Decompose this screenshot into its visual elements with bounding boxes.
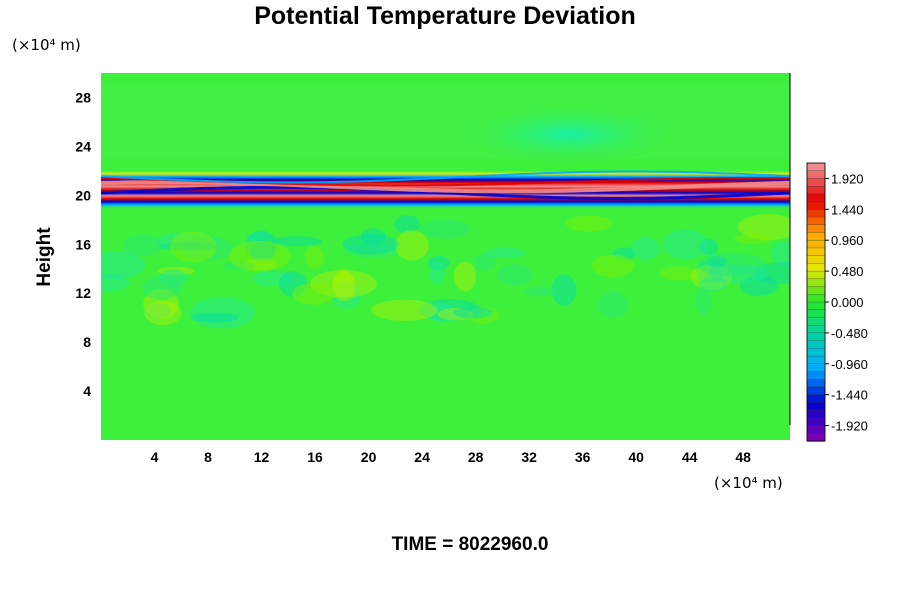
colorbar-segment [806, 409, 826, 419]
field-upper-patch [448, 102, 690, 166]
colorbar-label: 0.960 [831, 233, 864, 248]
colorbar-segment [806, 201, 826, 210]
colorbar-segment [806, 270, 826, 280]
field-upper-band [101, 85, 790, 159]
band-wave-1 [101, 180, 790, 194]
y-tick-4: 4 [83, 383, 91, 399]
y-tick-24: 24 [75, 138, 91, 154]
colorbar-segment [806, 178, 826, 187]
colorbar-segment [806, 433, 826, 442]
field-strong-band [101, 170, 790, 208]
colorbar-segment [806, 348, 826, 357]
y-tick-20: 20 [75, 187, 91, 203]
colorbar-segment [806, 170, 826, 180]
x-tick-16: 16 [307, 449, 323, 465]
x-tick-44: 44 [682, 449, 698, 465]
y-tick-labels: 4 8 12 16 20 24 28 [75, 89, 91, 399]
y-tick-12: 12 [75, 285, 91, 301]
colorbar-segment [806, 263, 826, 272]
colorbar-segment [806, 386, 826, 396]
x-tick-28: 28 [468, 449, 484, 465]
x-tick-4: 4 [151, 449, 159, 465]
y-tick-28: 28 [75, 89, 91, 105]
colorbar-label: 0.000 [831, 295, 864, 310]
colorbar: 1.920 1.440 0.960 0.480 0.000 -0.480 -0.960 -1.… [806, 162, 868, 442]
colorbar-segment [806, 325, 826, 334]
x-tick-40: 40 [628, 449, 644, 465]
colorbar-segment [806, 294, 826, 303]
x-tick-36: 36 [575, 449, 591, 465]
colorbar-segment [806, 162, 826, 172]
heatmap-plot-area [101, 73, 791, 440]
time-footer: TIME = 8022960.0 [392, 534, 549, 555]
colorbar-segment [806, 216, 826, 226]
colorbar-segment [806, 193, 826, 203]
x-tick-labels: 4 8 12 16 20 24 28 32 36 40 44 48 [151, 449, 752, 465]
y-tick-16: 16 [75, 236, 91, 252]
colorbar-segment [806, 394, 826, 404]
colorbar-segment [806, 224, 826, 234]
colorbar-segment [806, 379, 826, 388]
colorbar-segment [806, 425, 826, 434]
colorbar-segment [806, 278, 826, 288]
colorbar-label: -1.440 [831, 388, 868, 403]
x-tick-12: 12 [254, 449, 270, 465]
band-wave-0 [101, 185, 790, 200]
colorbar-segment [806, 340, 826, 349]
colorbar-segment [806, 402, 826, 411]
colorbar-segment [806, 209, 826, 218]
y-tick-8: 8 [83, 334, 91, 350]
colorbar-segment [806, 186, 826, 195]
colorbar-label: -0.480 [831, 326, 868, 341]
colorbar-segment [806, 286, 826, 295]
y-axis-label: Height [34, 227, 55, 287]
x-tick-48: 48 [735, 449, 751, 465]
colorbar-label: -0.960 [831, 357, 868, 372]
x-unit-label: (×10⁴ m) [714, 474, 783, 492]
colorbar-label: 1.440 [831, 202, 864, 217]
chart-title: Potential Temperature Deviation [254, 2, 636, 30]
heatmap-field [101, 73, 790, 440]
colorbar-segment [806, 363, 826, 373]
x-tick-20: 20 [361, 449, 377, 465]
colorbar-label: 0.480 [831, 264, 864, 279]
colorbar-segment [806, 301, 826, 311]
colorbar-segment [806, 255, 826, 265]
x-tick-32: 32 [521, 449, 537, 465]
colorbar-segment [806, 247, 826, 257]
colorbar-label: -1.920 [831, 419, 868, 434]
colorbar-segment [806, 309, 826, 319]
x-tick-24: 24 [414, 449, 430, 465]
colorbar-segment [806, 317, 826, 326]
colorbar-segment [806, 240, 826, 249]
y-unit-label: (×10⁴ m) [12, 36, 81, 54]
colorbar-segment [806, 232, 826, 241]
colorbar-segment [806, 417, 826, 427]
colorbar-label: 1.920 [831, 171, 864, 186]
colorbar-segment [806, 371, 826, 380]
band-wave-3 [101, 170, 790, 184]
colorbar-segment [806, 355, 826, 365]
colorbar-segment [806, 332, 826, 342]
field-turbulent-band [101, 213, 790, 329]
x-tick-8: 8 [204, 449, 212, 465]
